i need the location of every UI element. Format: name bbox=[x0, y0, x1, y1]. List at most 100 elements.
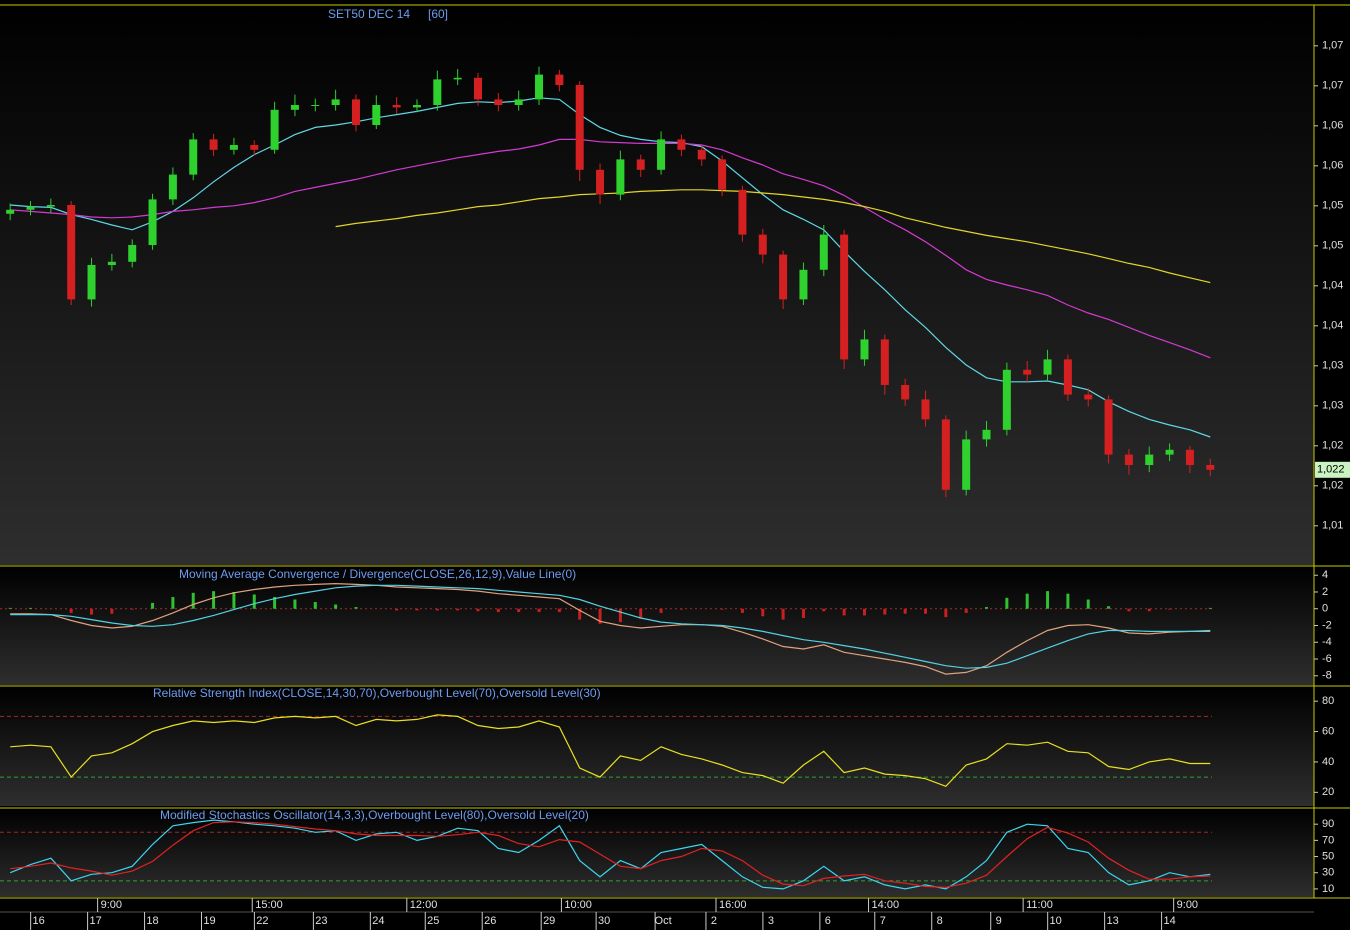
histogram-bar bbox=[69, 608, 73, 613]
candle-body bbox=[372, 105, 381, 125]
line-series bbox=[10, 582, 1211, 675]
histogram-bar bbox=[212, 591, 216, 609]
panel-background bbox=[0, 686, 1314, 806]
candle-body bbox=[819, 234, 828, 270]
histogram-bar bbox=[1005, 597, 1009, 609]
histogram-bar bbox=[90, 608, 94, 615]
histogram-bar bbox=[29, 607, 33, 609]
x-date-label: 24 bbox=[372, 915, 384, 927]
candle-body bbox=[657, 139, 666, 170]
panel-title: SET50 DEC 14 bbox=[328, 7, 410, 21]
y-tick-label: -6 bbox=[1322, 653, 1332, 665]
histogram-bar bbox=[1046, 591, 1050, 609]
histogram-bar bbox=[883, 608, 887, 615]
x-date-label: 7 bbox=[880, 915, 886, 927]
candle-body bbox=[67, 205, 76, 300]
candle-body bbox=[1104, 399, 1113, 455]
candle-body bbox=[921, 399, 930, 420]
histogram-bar bbox=[110, 608, 114, 614]
x-date-label: 26 bbox=[484, 915, 496, 927]
line-series bbox=[335, 189, 1211, 284]
candle-body bbox=[840, 234, 849, 360]
y-tick-label: 1,03 bbox=[1322, 400, 1343, 412]
candle-body bbox=[1002, 369, 1011, 430]
histogram-bar bbox=[1127, 608, 1131, 612]
line-series bbox=[10, 584, 1211, 669]
candle-body bbox=[1063, 359, 1072, 395]
candle-body bbox=[535, 74, 544, 100]
candle-body bbox=[270, 109, 279, 150]
y-tick-label: 1,07 bbox=[1322, 40, 1343, 52]
candle-body bbox=[229, 145, 238, 150]
histogram-bar bbox=[1066, 593, 1070, 609]
histogram-bar bbox=[151, 602, 155, 609]
candle-body bbox=[860, 339, 869, 360]
histogram-bar bbox=[801, 608, 805, 618]
histogram-bar bbox=[293, 599, 297, 609]
candle-body bbox=[168, 174, 177, 200]
candle-body bbox=[677, 139, 686, 150]
candle-body bbox=[779, 254, 788, 300]
last-price-box bbox=[1315, 461, 1350, 478]
panel-title: Relative Strength Index(CLOSE,14,30,70),… bbox=[153, 686, 601, 700]
candle-body bbox=[718, 159, 727, 190]
histogram-bar bbox=[1025, 593, 1029, 609]
candle-body bbox=[26, 206, 35, 210]
histogram-bar bbox=[334, 604, 338, 609]
candle-body bbox=[901, 385, 910, 400]
y-tick-label: 90 bbox=[1322, 818, 1334, 830]
last-price-label: 1,022 bbox=[1317, 464, 1345, 476]
candle-body bbox=[758, 234, 767, 255]
candle-body bbox=[1145, 454, 1154, 465]
histogram-bar bbox=[273, 597, 277, 609]
histogram-bar bbox=[659, 608, 663, 613]
x-date-label: 2 bbox=[711, 915, 717, 927]
candle-body bbox=[290, 105, 299, 110]
x-date-label: Oct bbox=[655, 915, 672, 927]
x-date-label: 23 bbox=[315, 915, 327, 927]
y-tick-label: 1,04 bbox=[1322, 320, 1343, 332]
histogram-bar bbox=[252, 594, 256, 609]
histogram-bar bbox=[903, 608, 907, 614]
histogram-bar bbox=[8, 607, 12, 609]
histogram-bar bbox=[1168, 608, 1172, 610]
x-date-label: 22 bbox=[256, 915, 268, 927]
y-tick-label: 40 bbox=[1322, 756, 1334, 768]
candle-body bbox=[575, 85, 584, 170]
candle-body bbox=[107, 261, 116, 265]
candle-body bbox=[1165, 449, 1174, 455]
candle-body bbox=[148, 199, 157, 245]
candle-body bbox=[596, 169, 605, 195]
histogram-bar bbox=[130, 608, 134, 610]
histogram-bar bbox=[1208, 607, 1212, 609]
candle-body bbox=[1043, 359, 1052, 375]
candle-body bbox=[616, 159, 625, 195]
panel-background bbox=[0, 566, 1314, 685]
histogram-bar bbox=[1086, 599, 1090, 609]
panel-background bbox=[0, 5, 1314, 565]
candle-body bbox=[514, 99, 523, 105]
histogram-bar bbox=[944, 608, 948, 618]
y-tick-label: 1,05 bbox=[1322, 200, 1343, 212]
histogram-bar bbox=[578, 608, 582, 620]
candle-body bbox=[982, 429, 991, 440]
y-tick-label: 1,06 bbox=[1322, 120, 1343, 132]
histogram-bar bbox=[740, 608, 744, 613]
x-date-label: 17 bbox=[89, 915, 101, 927]
y-tick-label: 1,04 bbox=[1322, 280, 1343, 292]
x-time-label: 10:00 bbox=[564, 899, 592, 911]
candle-body bbox=[453, 77, 462, 80]
y-tick-label: 1,02 bbox=[1322, 480, 1343, 492]
candle-body bbox=[433, 79, 442, 105]
x-date-label: 25 bbox=[427, 915, 439, 927]
histogram-bar bbox=[557, 608, 561, 613]
x-time-label: 9:00 bbox=[101, 899, 122, 911]
candle-body bbox=[392, 105, 401, 108]
y-tick-label: 0 bbox=[1322, 603, 1328, 615]
x-date-label: 13 bbox=[1107, 915, 1119, 927]
candle-body bbox=[494, 99, 503, 105]
x-date-label: 9 bbox=[996, 915, 1002, 927]
x-date-label: 6 bbox=[825, 915, 831, 927]
